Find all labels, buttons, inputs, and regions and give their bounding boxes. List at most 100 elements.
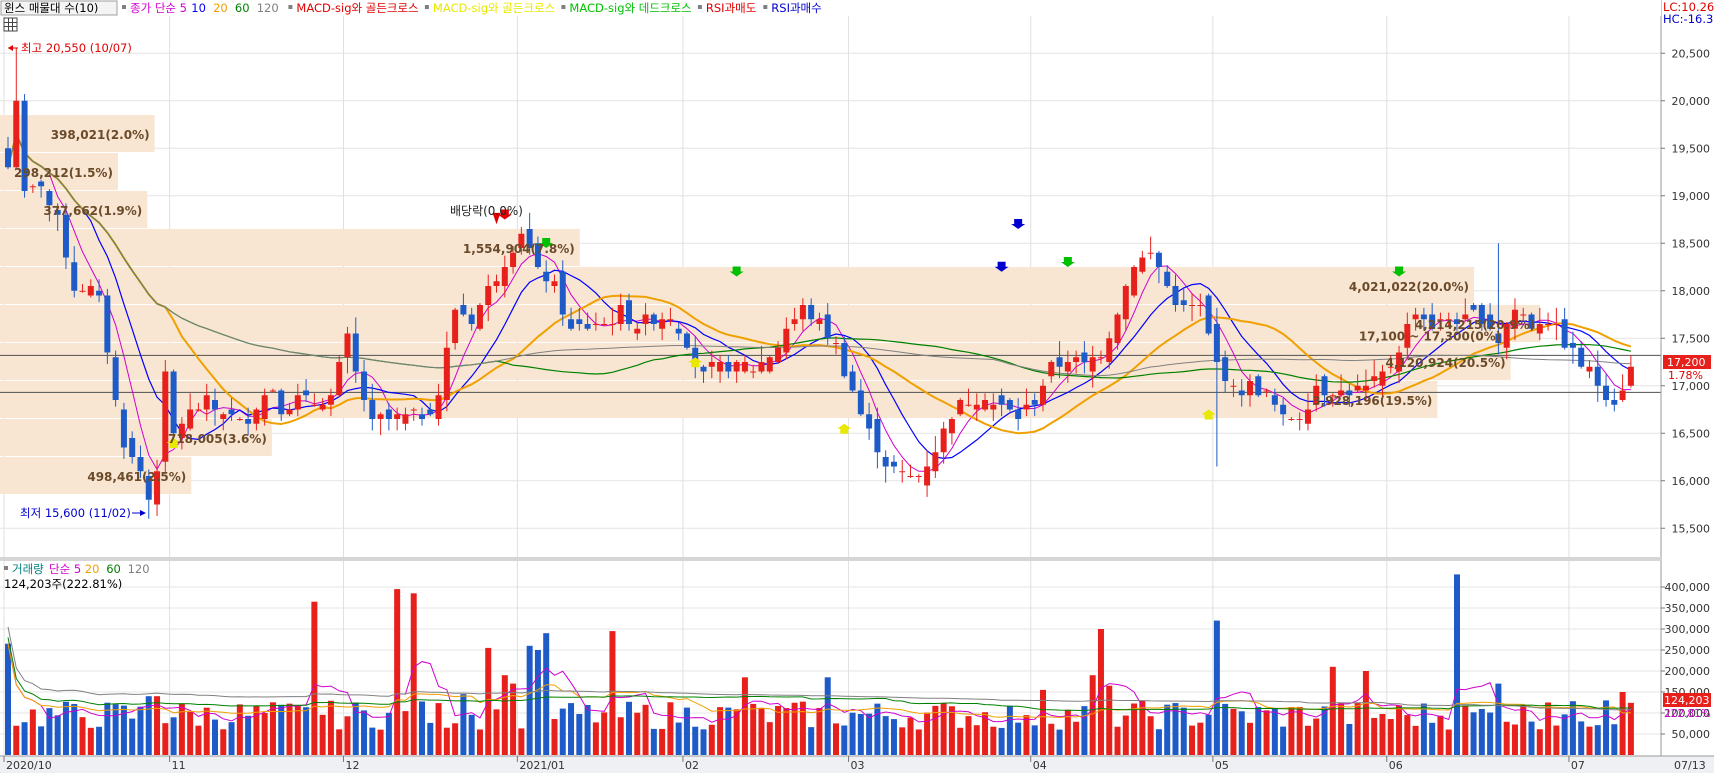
volume-bar[interactable] (998, 727, 1005, 755)
volume-bar[interactable] (394, 589, 401, 755)
candle[interactable] (518, 227, 525, 255)
candle[interactable] (717, 355, 724, 383)
indicator-select[interactable]: 윈스 매물대 수(10) (0, 0, 118, 16)
candle[interactable] (1164, 265, 1171, 288)
volume-bar[interactable] (1520, 704, 1527, 755)
volume-bar[interactable] (1553, 725, 1560, 755)
candle[interactable] (1594, 350, 1601, 402)
volume-bar[interactable] (634, 712, 641, 755)
panel-splitter[interactable] (0, 557, 1661, 561)
volume-bar[interactable] (1180, 707, 1187, 755)
candle[interactable] (137, 445, 144, 478)
candle[interactable] (932, 436, 939, 478)
candle[interactable] (957, 398, 964, 417)
volume-bar[interactable] (96, 726, 103, 755)
candle[interactable] (96, 279, 103, 303)
candle[interactable] (1213, 307, 1220, 467)
volume-bar[interactable] (1354, 702, 1361, 755)
candle[interactable] (253, 407, 260, 431)
volume-bar[interactable] (874, 703, 881, 755)
candle[interactable] (708, 350, 715, 379)
legend-item[interactable]: 120 (128, 562, 150, 576)
candle[interactable] (510, 246, 517, 274)
candle[interactable] (154, 459, 161, 516)
candle[interactable] (1073, 350, 1080, 374)
volume-bar[interactable] (733, 709, 740, 755)
volume-bar[interactable] (228, 722, 235, 755)
volume-bar[interactable] (1603, 700, 1610, 755)
candle[interactable] (1023, 388, 1030, 417)
volume-bar[interactable] (1056, 729, 1063, 755)
volume-bar[interactable] (369, 727, 376, 755)
candle[interactable] (1081, 341, 1088, 374)
candle[interactable] (1404, 312, 1411, 360)
volume-bar[interactable] (253, 705, 260, 755)
volume-bar[interactable] (1487, 712, 1494, 755)
volume-bar[interactable] (1619, 692, 1626, 755)
candle[interactable] (1280, 398, 1287, 426)
volume-bars[interactable] (5, 574, 1634, 755)
candle[interactable] (1048, 360, 1055, 383)
candle[interactable] (990, 393, 997, 421)
volume-bar[interactable] (551, 719, 558, 755)
candle[interactable] (1462, 298, 1469, 322)
candle[interactable] (344, 326, 351, 374)
volume-bar[interactable] (700, 729, 707, 755)
volume-bar[interactable] (907, 717, 914, 755)
volume-bar[interactable] (129, 718, 136, 755)
volume-bar[interactable] (1164, 704, 1171, 755)
volume-bar[interactable] (899, 727, 906, 755)
candle[interactable] (626, 293, 632, 331)
candle[interactable] (1172, 274, 1179, 312)
volume-bar[interactable] (816, 707, 823, 755)
volume-bar[interactable] (62, 701, 69, 755)
candle[interactable] (808, 298, 815, 326)
candle[interactable] (1147, 236, 1154, 260)
volume-bar[interactable] (642, 704, 649, 755)
volume-bar[interactable] (1147, 716, 1154, 755)
candle[interactable] (1429, 303, 1436, 331)
candle[interactable] (62, 203, 69, 269)
volume-bar[interactable] (1379, 713, 1386, 755)
volume-bar[interactable] (725, 707, 732, 755)
legend-item[interactable]: 120 (257, 1, 279, 15)
volume-bar[interactable] (667, 702, 674, 755)
candle[interactable] (1495, 243, 1502, 355)
candle[interactable] (1329, 393, 1336, 407)
candle[interactable] (642, 303, 649, 336)
candle[interactable] (369, 383, 376, 431)
candle[interactable] (551, 274, 558, 293)
candle[interactable] (890, 455, 897, 474)
candle[interactable] (435, 383, 442, 426)
candle[interactable] (1131, 265, 1138, 298)
candle[interactable] (1412, 307, 1419, 331)
volume-bar[interactable] (866, 713, 873, 755)
candle[interactable] (1247, 374, 1253, 407)
volume-bar[interactable] (1205, 714, 1212, 755)
volume-bar[interactable] (750, 703, 757, 755)
volume-bar[interactable] (286, 703, 293, 755)
candle[interactable] (1603, 374, 1610, 407)
candle[interactable] (1197, 293, 1204, 317)
candle[interactable] (87, 279, 94, 298)
volume-bar[interactable] (932, 705, 939, 755)
candle[interactable] (559, 260, 566, 326)
volume-bar[interactable] (1271, 708, 1278, 755)
candle[interactable] (924, 450, 931, 497)
volume-bar[interactable] (344, 716, 351, 755)
volume-bar[interactable] (692, 726, 699, 755)
candle[interactable] (1114, 312, 1121, 350)
candle[interactable] (526, 212, 533, 255)
candle[interactable] (1288, 417, 1295, 421)
candle[interactable] (1205, 293, 1212, 336)
volume-bar[interactable] (766, 722, 773, 755)
candle[interactable] (1611, 388, 1618, 412)
volume-bar[interactable] (21, 722, 28, 755)
candle[interactable] (1487, 303, 1494, 331)
candle[interactable] (741, 355, 748, 374)
candle[interactable] (750, 364, 757, 379)
candle[interactable] (775, 341, 782, 364)
volume-bar[interactable] (626, 701, 632, 755)
candle[interactable] (675, 322, 682, 341)
candle[interactable] (485, 274, 492, 322)
